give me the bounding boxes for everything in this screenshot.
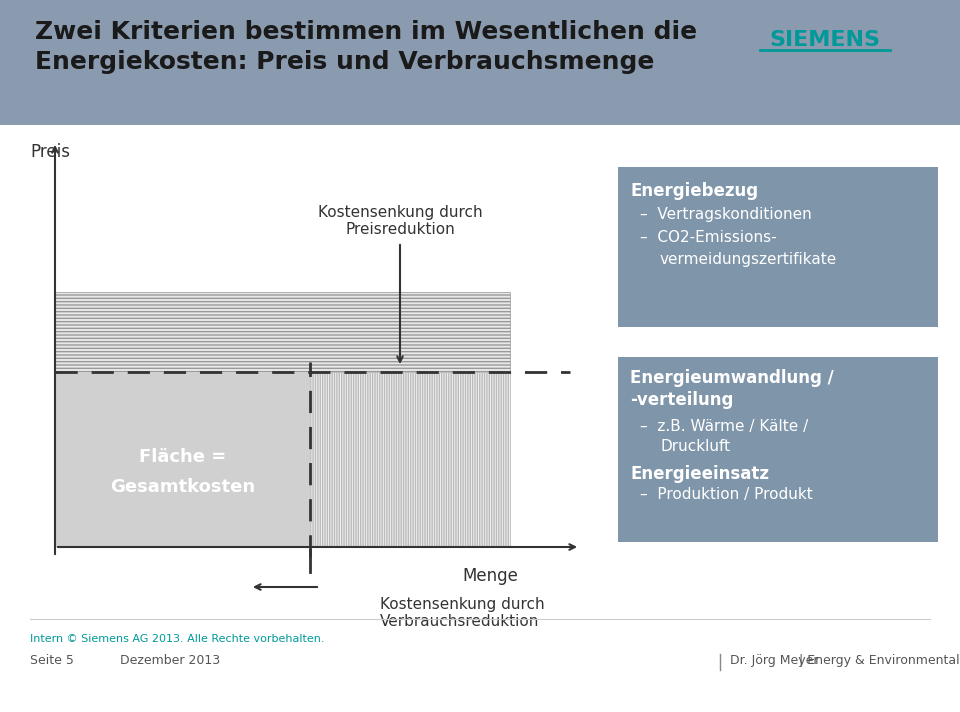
Text: Energieumwandlung /: Energieumwandlung /: [630, 369, 833, 387]
Text: Intern © Siemens AG 2013. Alle Rechte vorbehalten.: Intern © Siemens AG 2013. Alle Rechte vo…: [30, 634, 324, 644]
Bar: [55, 372, 310, 547]
Text: SIEMENS: SIEMENS: [769, 30, 880, 50]
Bar: [310, 372, 510, 547]
Text: –  Vertragskonditionen: – Vertragskonditionen: [640, 207, 812, 222]
Text: -verteilung: -verteilung: [630, 391, 733, 409]
Text: | Energy & Environmental Services: | Energy & Environmental Services: [795, 654, 960, 667]
Text: Seite 5: Seite 5: [30, 654, 74, 667]
Text: Verbrauchsreduktion: Verbrauchsreduktion: [380, 614, 540, 629]
Text: Druckluft: Druckluft: [660, 439, 731, 454]
Bar: [55, 292, 510, 372]
Text: –  CO2-Emissions-: – CO2-Emissions-: [640, 230, 777, 245]
Text: Dr. Jörg Meyer: Dr. Jörg Meyer: [730, 654, 819, 667]
Text: –  Produktion / Produkt: – Produktion / Produkt: [640, 487, 813, 502]
Text: –  z.B. Wärme / Kälte /: – z.B. Wärme / Kälte /: [640, 419, 808, 434]
Text: Zwei Kriterien bestimmen im Wesentlichen die: Zwei Kriterien bestimmen im Wesentlichen…: [35, 20, 697, 44]
Text: Kostensenkung durch: Kostensenkung durch: [318, 204, 482, 219]
Text: Fläche =: Fläche =: [139, 448, 227, 466]
Text: Preisreduktion: Preisreduktion: [346, 221, 455, 236]
Text: vermeidungszertifikate: vermeidungszertifikate: [660, 252, 837, 267]
Text: Energieeinsatz: Energieeinsatz: [630, 465, 769, 483]
Bar: [0, 0, 960, 125]
Text: Preis: Preis: [30, 143, 70, 161]
Text: Kostensenkung durch: Kostensenkung durch: [380, 597, 544, 612]
Text: Energiebezug: Energiebezug: [630, 182, 758, 200]
Text: Dezember 2013: Dezember 2013: [120, 654, 220, 667]
Text: Menge: Menge: [462, 567, 518, 585]
Text: Energiekosten: Preis und Verbrauchsmenge: Energiekosten: Preis und Verbrauchsmenge: [35, 50, 655, 74]
Bar: [618, 167, 938, 327]
Bar: [618, 357, 938, 542]
Text: Gesamtkosten: Gesamtkosten: [110, 478, 255, 496]
